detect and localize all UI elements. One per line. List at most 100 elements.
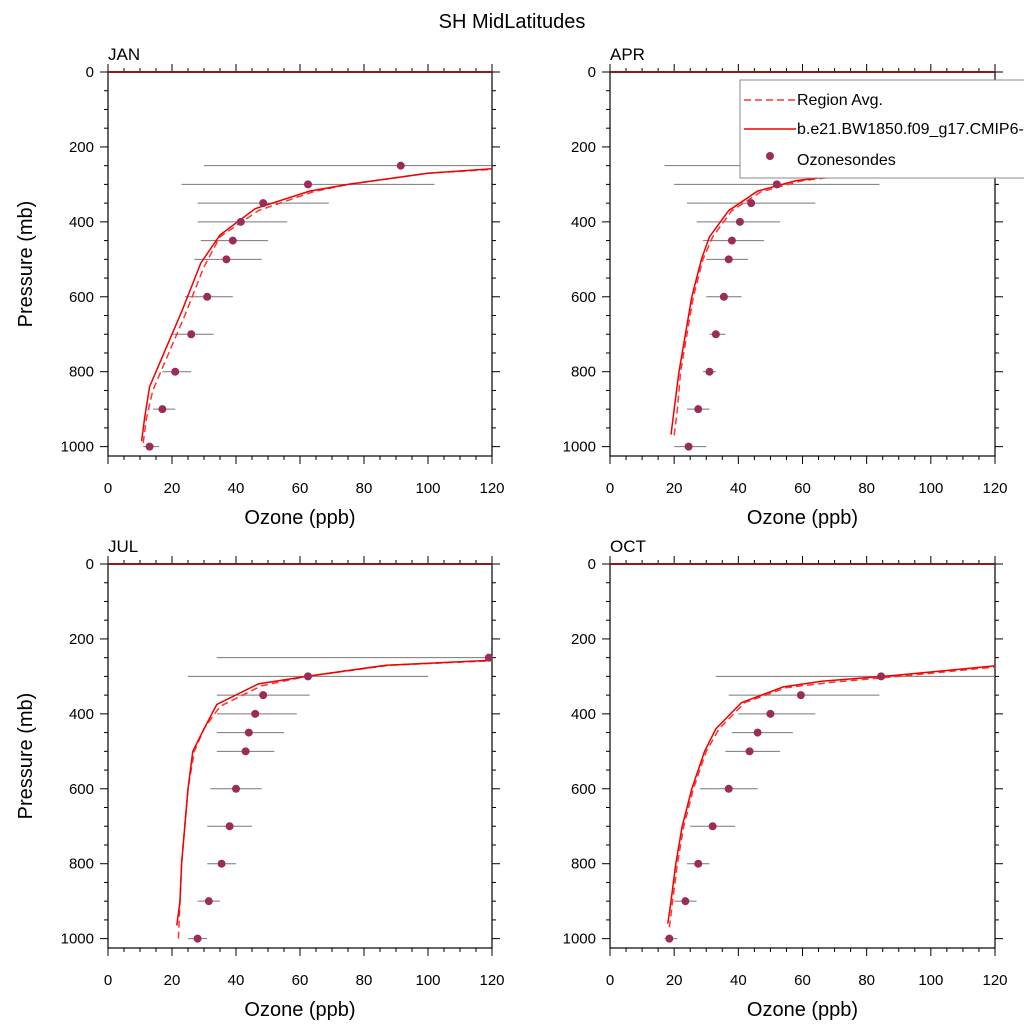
panel-label: JAN	[108, 45, 140, 64]
plot-area	[176, 657, 492, 940]
ozonesonde-point	[244, 728, 253, 737]
y-tick-label: 600	[69, 781, 94, 798]
x-tick-label: 0	[104, 480, 112, 497]
ozonesonde-point	[145, 442, 154, 451]
ozonesonde-point	[727, 236, 736, 245]
ozonesonde-point	[681, 897, 690, 906]
ozonesonde-point	[694, 405, 703, 414]
x-tick-label: 0	[104, 972, 112, 989]
x-tick-label: 20	[666, 972, 683, 989]
panel-apr: APR 0 200 400 600 800 1000 0 20 40 60 80 100 120 Ozone…	[563, 45, 1008, 529]
y-tick-label: 200	[69, 139, 94, 156]
plot-area	[664, 665, 995, 940]
x-tick-label: 0	[606, 480, 614, 497]
y-tick-label: 1000	[61, 931, 94, 948]
y-tick-label: 600	[571, 289, 596, 306]
ozonesonde-point	[796, 691, 805, 700]
panel-label: JUL	[108, 537, 138, 556]
ozonesonde-point	[187, 330, 196, 339]
ozonesonde-point	[225, 822, 234, 831]
y-axis-title: Pressure (mb)	[15, 693, 37, 820]
y-tick-label: 200	[571, 631, 596, 648]
x-tick-label: 20	[164, 480, 181, 497]
ozonesonde-point	[711, 330, 720, 339]
x-tick-label: 120	[982, 480, 1007, 497]
x-tick-label: 120	[479, 480, 504, 497]
y-tick-label: 400	[69, 214, 94, 231]
x-tick-label: 100	[415, 480, 440, 497]
ozonesonde-point	[484, 653, 493, 662]
x-tick-label: 80	[858, 480, 875, 497]
y-tick-label: 200	[571, 139, 596, 156]
region-avg-line	[668, 666, 995, 928]
x-axis-title: Ozone (ppb)	[747, 507, 858, 529]
x-tick-label: 60	[794, 972, 811, 989]
y-tick-label: 800	[571, 364, 596, 381]
ozonesonde-point	[204, 897, 213, 906]
legend-marker-ozonesondes	[766, 152, 774, 160]
ozonesonde-point	[304, 180, 312, 189]
panel-jul: JUL 0 200 400 600 800 1000 0 20 40 60 80 100 120 Ozone…	[15, 537, 505, 1021]
ozonesonde-point	[158, 405, 167, 414]
plot-frame	[609, 563, 996, 949]
plot-area	[140, 165, 492, 448]
ozonesonde-point	[745, 747, 754, 756]
ozonesonde-point	[705, 367, 714, 376]
x-tick-label: 40	[730, 480, 747, 497]
ozonesonde-point	[772, 180, 781, 189]
ozonesonde-point	[766, 709, 775, 718]
x-tick-label: 40	[228, 972, 245, 989]
model-line	[176, 659, 492, 926]
y-tick-label: 400	[571, 706, 596, 723]
y-tick-label: 800	[571, 856, 596, 873]
y-tick-label: 1000	[61, 439, 94, 456]
ozonesonde-point	[171, 367, 180, 376]
plot-frame	[107, 71, 493, 457]
x-tick-label: 120	[479, 972, 504, 989]
panel-label: OCT	[610, 537, 646, 556]
ozonesonde-point	[708, 822, 717, 831]
panel-label: APR	[610, 45, 645, 64]
y-tick-label: 400	[69, 706, 94, 723]
legend-box	[739, 79, 1024, 179]
panel-jan: JAN 0 200 400 600 800 1000 0 20 40 60 80 100 120 Ozone…	[15, 45, 505, 529]
x-axis-title: Ozone (ppb)	[244, 507, 355, 529]
ozonesonde-point	[259, 199, 268, 208]
ozonesonde-point	[719, 292, 728, 301]
x-tick-label: 0	[606, 972, 614, 989]
region-avg-line	[177, 659, 492, 939]
ozonesonde-point	[241, 747, 250, 756]
x-axis-title: Ozone (ppb)	[747, 999, 858, 1021]
ozonesonde-point	[222, 255, 231, 264]
panel-oct: OCT 0 200 400 600 800 1000 0 20 40 60 80 100 120 Ozone…	[563, 537, 1008, 1021]
figure-title: SH MidLatitudes	[439, 11, 586, 33]
ozonesonde-point	[735, 217, 744, 226]
x-tick-label: 60	[794, 480, 811, 497]
ozonesonde-point	[747, 199, 756, 208]
y-tick-label: 0	[588, 64, 596, 81]
ozonesonde-point	[228, 236, 237, 245]
ozonesonde-point	[694, 859, 703, 868]
model-line	[140, 167, 492, 442]
y-tick-label: 800	[69, 364, 94, 381]
ozonesonde-point	[193, 934, 202, 943]
x-tick-label: 40	[228, 480, 245, 497]
ozonesonde-point	[259, 691, 268, 700]
ozonesonde-point	[877, 672, 886, 681]
legend: Region Avg. b.e21.BW1850.f09_g17.CMIP6-pi…	[739, 79, 1024, 179]
y-tick-label: 0	[86, 64, 94, 81]
plot-area	[664, 158, 995, 448]
y-tick-label: 600	[571, 781, 596, 798]
y-tick-label: 0	[588, 556, 596, 573]
ozonesonde-point	[251, 709, 260, 718]
x-tick-label: 20	[666, 480, 683, 497]
ozonesonde-point	[665, 934, 674, 943]
x-tick-label: 40	[730, 972, 747, 989]
x-tick-label: 20	[164, 972, 181, 989]
x-axis-title: Ozone (ppb)	[244, 999, 355, 1021]
x-tick-label: 80	[858, 972, 875, 989]
ozonesonde-point	[724, 255, 733, 264]
ozonesonde-point	[304, 672, 312, 681]
